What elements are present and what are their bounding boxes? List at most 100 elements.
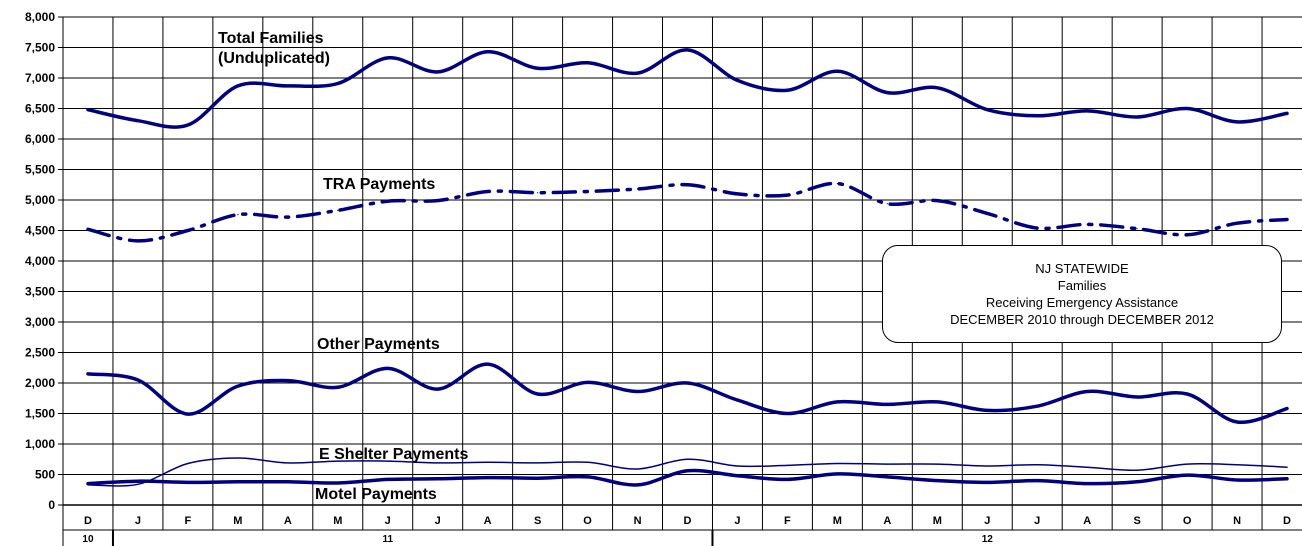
y-tick-label: 500 xyxy=(35,468,55,482)
y-tick-label: 1,500 xyxy=(25,407,55,421)
data-point xyxy=(437,388,439,390)
data-point xyxy=(237,481,239,483)
data-point xyxy=(387,460,389,462)
x-tick-label: A xyxy=(1083,515,1091,527)
grid xyxy=(62,16,1302,530)
data-point xyxy=(1186,107,1188,110)
data-point xyxy=(1086,466,1088,468)
data-point xyxy=(786,478,789,480)
label-total-families: Total Families xyxy=(218,30,324,47)
x-tick-label: D xyxy=(84,515,92,527)
data-point xyxy=(1286,112,1288,114)
data-point xyxy=(287,481,289,483)
y-tick-label: 6,500 xyxy=(25,102,55,116)
data-point xyxy=(686,49,689,51)
series-lines xyxy=(86,48,1289,487)
label-motel-payments: Motel Payments xyxy=(315,486,437,503)
x-tick-label: N xyxy=(1233,515,1241,527)
y-tick-label: 7,500 xyxy=(25,41,55,55)
data-point xyxy=(786,412,789,415)
x-tick-label: M xyxy=(833,515,842,527)
data-point xyxy=(487,363,489,365)
chart-subtitle-line-2: Receiving Emergency Assistance xyxy=(985,295,1179,310)
data-point xyxy=(437,478,439,480)
x-tick-label: A xyxy=(284,515,292,527)
data-point xyxy=(636,468,639,470)
data-point xyxy=(636,72,639,74)
data-point xyxy=(1236,121,1238,123)
data-point xyxy=(1286,218,1288,221)
data-point xyxy=(736,399,739,401)
data-point xyxy=(1186,393,1188,395)
data-point xyxy=(836,462,839,465)
y-tick-label: 2,500 xyxy=(25,346,55,360)
data-point xyxy=(1186,463,1188,465)
data-point xyxy=(836,70,839,72)
y-tick-label: 6,000 xyxy=(25,132,55,146)
x-tick-label: J xyxy=(385,515,391,527)
y-tick-label: 2,000 xyxy=(25,376,55,390)
x-tick-label: N xyxy=(634,515,642,527)
data-point xyxy=(387,200,389,202)
data-point xyxy=(736,465,739,467)
data-point xyxy=(387,478,389,480)
data-point xyxy=(287,380,289,382)
data-point xyxy=(636,484,639,486)
data-point xyxy=(337,82,339,85)
data-point xyxy=(587,190,589,193)
series-line-1 xyxy=(86,181,1289,243)
data-point xyxy=(487,477,489,479)
data-point xyxy=(1136,396,1138,398)
y-tick-label: 5,000 xyxy=(25,193,55,207)
data-point xyxy=(886,92,888,94)
x-tick-label: J xyxy=(435,515,441,527)
data-point xyxy=(87,373,89,375)
data-point xyxy=(1136,116,1138,118)
data-point xyxy=(1136,469,1138,471)
x-tick-label: S xyxy=(534,515,541,527)
data-point xyxy=(1186,474,1188,476)
chart-title-box: NJ STATEWIDE Families Receiving Emergenc… xyxy=(882,245,1282,343)
axes: 0 500 1,000 1,500 2,000 2,500 3,000 3,500 4,000 4… xyxy=(25,10,1302,546)
chart-subtitle-line-3: DECEMBER 2010 through DECEMBER 2012 xyxy=(950,312,1214,327)
series-labels: Total Families (Unduplicated) TRA Paymen… xyxy=(218,30,469,503)
data-point xyxy=(786,89,789,91)
label-tra-payments: TRA Payments xyxy=(323,176,435,193)
x-tick-label: M xyxy=(933,515,942,527)
data-point xyxy=(836,182,839,185)
series-line-4 xyxy=(86,468,1289,487)
data-point xyxy=(936,87,938,89)
data-point xyxy=(187,229,189,232)
data-point xyxy=(936,463,938,465)
data-point xyxy=(137,379,139,381)
data-point xyxy=(1136,228,1138,230)
data-point xyxy=(1036,115,1038,117)
data-point xyxy=(237,85,239,87)
data-point xyxy=(87,483,89,485)
data-point xyxy=(237,385,239,387)
year-label: 12 xyxy=(982,534,994,545)
data-point xyxy=(437,462,439,464)
data-point xyxy=(1036,405,1038,407)
data-point xyxy=(886,476,888,478)
data-point xyxy=(1036,480,1038,482)
data-point xyxy=(936,480,938,482)
data-point xyxy=(1036,227,1038,229)
data-point xyxy=(736,193,739,195)
y-tick-label: 5,500 xyxy=(25,163,55,177)
data-point xyxy=(537,462,539,464)
x-tick-label: M xyxy=(233,515,242,527)
data-point xyxy=(137,480,139,482)
data-point xyxy=(337,209,339,211)
data-point xyxy=(287,462,289,464)
data-point xyxy=(1086,390,1088,393)
x-tick-label: A xyxy=(883,515,891,527)
x-tick-label: F xyxy=(185,515,192,527)
y-tick-label: 3,500 xyxy=(25,285,55,299)
data-point xyxy=(686,458,689,460)
data-point xyxy=(1036,464,1038,466)
data-point xyxy=(387,367,389,369)
x-tick-label: A xyxy=(484,515,492,527)
data-point xyxy=(686,184,689,186)
